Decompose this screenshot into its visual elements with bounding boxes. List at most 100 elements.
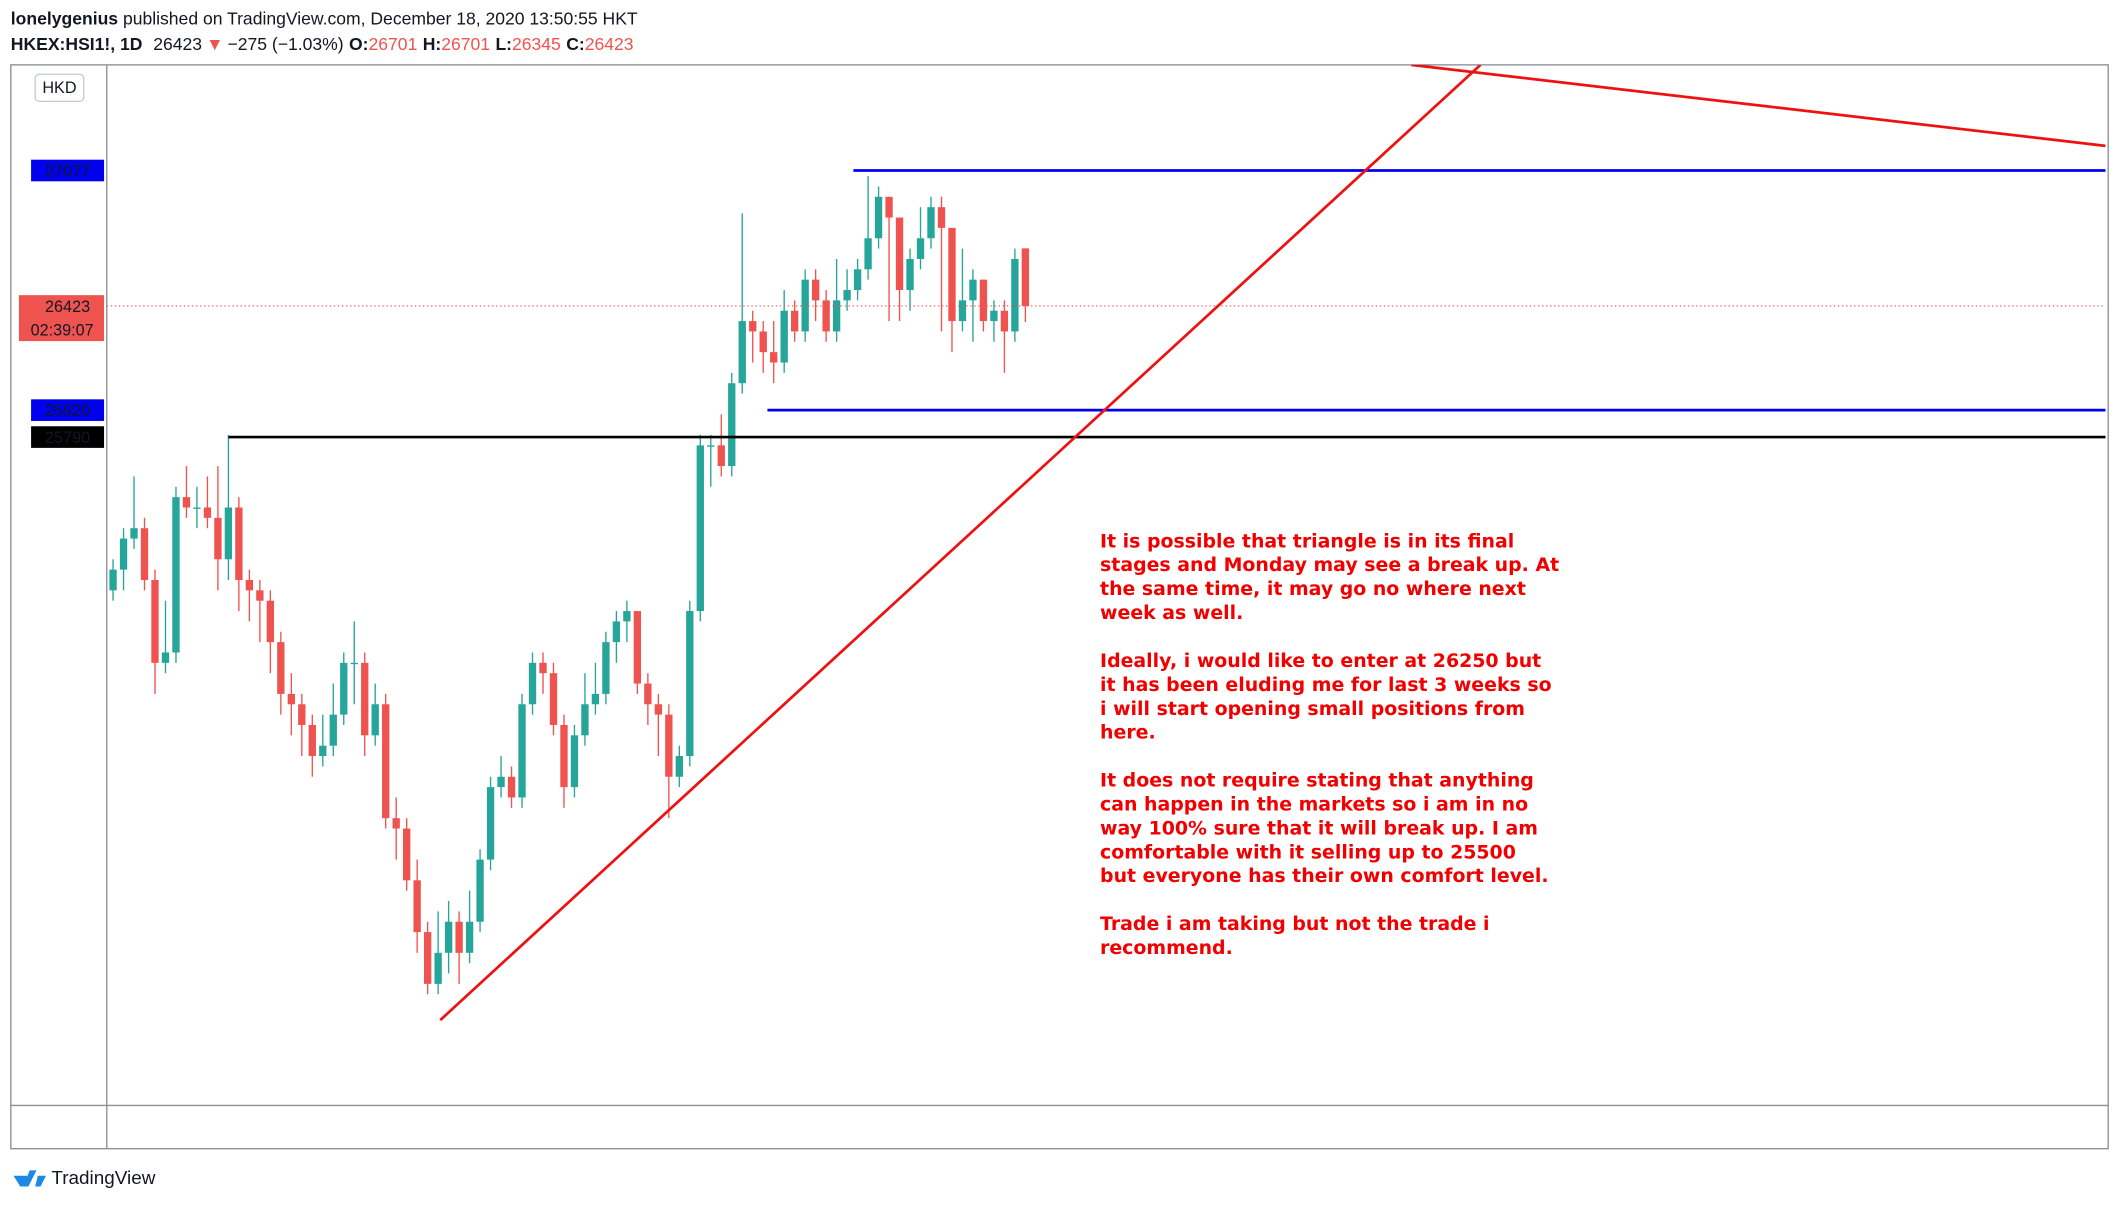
price-box-label: 25790 xyxy=(45,429,90,447)
header-line2: HKEX:HSI1!, 1D 26423 ▼ −275 (−1.03%) O:26701… xyxy=(11,34,634,54)
o-value: 26701 xyxy=(369,34,418,54)
candle-body xyxy=(130,528,138,539)
logo xyxy=(13,1170,46,1187)
candle-body xyxy=(822,300,830,332)
candle-body xyxy=(728,383,736,467)
candle-body xyxy=(151,579,159,663)
candle-body xyxy=(623,611,631,622)
candle-body xyxy=(413,880,421,933)
last: 26423 xyxy=(153,34,202,54)
candle-body xyxy=(507,776,516,798)
candle-body xyxy=(958,300,967,322)
change: −275 (−1.03%) xyxy=(228,34,344,54)
last-price-box xyxy=(18,295,105,342)
candle-body xyxy=(109,569,117,591)
annotation-line: the same time, it may go no where next xyxy=(1100,578,1526,600)
symbol: HKEX:HSI1!, 1D xyxy=(11,34,143,54)
annotation-line: Trade i am taking but not the trade i xyxy=(1100,913,1490,935)
candle-body xyxy=(581,704,589,736)
candle-body xyxy=(811,279,820,301)
candle-body xyxy=(266,600,275,643)
candle-body xyxy=(256,590,264,601)
candle-body xyxy=(319,745,327,757)
frame xyxy=(10,64,2109,1150)
overlay xyxy=(106,64,2106,1022)
candle-body xyxy=(235,507,243,580)
candle-body xyxy=(172,497,180,653)
candle-body xyxy=(780,310,788,363)
marks xyxy=(109,176,1030,995)
candle-body xyxy=(843,290,851,301)
price-box xyxy=(31,426,105,448)
annotation-line: way 100% sure that it will break up. I a… xyxy=(1100,817,1538,839)
candle-body xyxy=(707,445,715,447)
h-value: 26701 xyxy=(441,34,490,54)
candle-body xyxy=(770,352,778,363)
candle-body xyxy=(350,662,358,665)
candle-body xyxy=(308,724,316,757)
candle-body xyxy=(528,662,537,705)
c-value: 26423 xyxy=(585,34,634,54)
candle-body xyxy=(298,704,306,725)
published: published on TradingView.com, December 1… xyxy=(123,8,638,28)
candle-body xyxy=(696,445,704,612)
candle-body xyxy=(990,310,998,322)
price-box-label: 25920 xyxy=(45,402,90,420)
candle-body xyxy=(612,621,621,643)
candle-body xyxy=(549,673,558,725)
annotation-line: It is possible that triangle is in its f… xyxy=(1100,530,1514,552)
candle-body xyxy=(717,445,725,467)
price-box xyxy=(31,399,105,421)
candle-body xyxy=(465,921,474,953)
candle-body xyxy=(224,507,233,560)
candle-body xyxy=(518,704,526,798)
candle-body xyxy=(1021,248,1030,306)
candle-body xyxy=(791,310,799,332)
candle-body xyxy=(832,300,841,332)
candle-body xyxy=(738,321,746,384)
candle-body xyxy=(654,704,663,715)
candle-body xyxy=(497,776,505,788)
candle-body xyxy=(591,693,600,705)
candle-body xyxy=(140,528,149,580)
l-label: L: xyxy=(495,34,512,54)
annotation-line: week as well. xyxy=(1100,602,1243,624)
candle-body xyxy=(906,258,914,291)
trend-line xyxy=(439,64,1482,1022)
candle-body xyxy=(749,321,757,332)
candle-body xyxy=(423,932,432,984)
candle-body xyxy=(444,921,453,953)
trend-line xyxy=(1411,64,2106,148)
candle-body xyxy=(895,217,904,291)
candle-body xyxy=(455,921,463,953)
candle-body xyxy=(392,818,400,829)
candle-body xyxy=(874,196,883,239)
footer-brand: TradingView xyxy=(51,1168,155,1189)
candle-body xyxy=(675,756,683,777)
candle-body xyxy=(885,196,893,218)
candle-body xyxy=(665,714,673,777)
candle-body xyxy=(969,279,977,301)
price-box xyxy=(31,159,105,182)
candle-body xyxy=(560,724,568,788)
candle-body xyxy=(245,579,254,591)
annotation-line: can happen in the markets so i am in no xyxy=(1100,793,1528,815)
unit: HKD xyxy=(42,79,76,97)
candle-body xyxy=(361,662,369,736)
candle-body xyxy=(644,683,652,705)
candle-body xyxy=(937,207,946,228)
candle-body xyxy=(486,787,495,860)
annotation-line: here. xyxy=(1100,722,1156,744)
candle-body xyxy=(476,859,484,922)
annotation: It is possible that triangle is in its f… xyxy=(1100,530,1559,959)
candle-body xyxy=(277,642,285,694)
annotation-line: but everyone has their own comfort level… xyxy=(1100,865,1549,887)
candle-body xyxy=(371,704,379,736)
candle-body xyxy=(1000,310,1009,332)
candle-body xyxy=(686,611,694,757)
candle-body xyxy=(193,507,201,509)
candle-body xyxy=(434,952,442,984)
candle-body xyxy=(853,269,862,291)
candle-body xyxy=(340,662,348,715)
h-label: H: xyxy=(423,34,442,54)
